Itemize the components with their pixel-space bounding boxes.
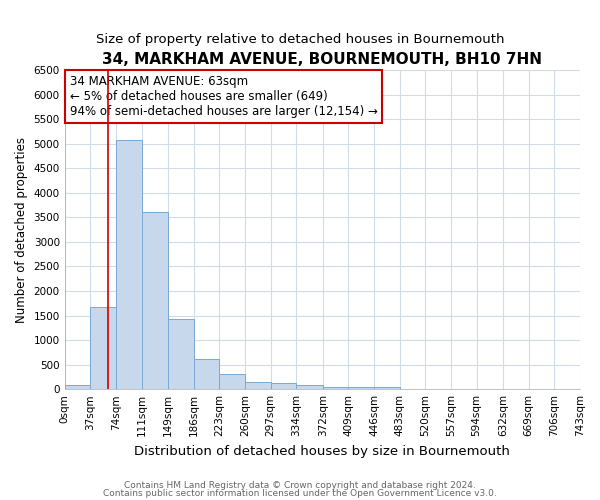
Bar [116, 140, 142, 389]
Text: Size of property relative to detached houses in Bournemouth: Size of property relative to detached ho… [96, 32, 504, 46]
Bar [374, 386, 400, 389]
Text: 34 MARKHAM AVENUE: 63sqm
← 5% of detached houses are smaller (649)
94% of semi-d: 34 MARKHAM AVENUE: 63sqm ← 5% of detache… [70, 75, 377, 118]
Bar [296, 385, 323, 389]
Bar [168, 320, 194, 389]
Bar [323, 387, 349, 389]
Bar [65, 386, 91, 389]
Text: Contains public sector information licensed under the Open Government Licence v3: Contains public sector information licen… [103, 488, 497, 498]
Bar [142, 212, 168, 389]
Bar [349, 388, 374, 389]
Bar [194, 359, 220, 389]
Bar [245, 382, 271, 389]
Bar [271, 383, 296, 389]
Text: Contains HM Land Registry data © Crown copyright and database right 2024.: Contains HM Land Registry data © Crown c… [124, 481, 476, 490]
Bar [91, 307, 116, 389]
Y-axis label: Number of detached properties: Number of detached properties [15, 136, 28, 322]
Title: 34, MARKHAM AVENUE, BOURNEMOUTH, BH10 7HN: 34, MARKHAM AVENUE, BOURNEMOUTH, BH10 7H… [103, 52, 542, 68]
X-axis label: Distribution of detached houses by size in Bournemouth: Distribution of detached houses by size … [134, 444, 510, 458]
Bar [220, 374, 245, 389]
